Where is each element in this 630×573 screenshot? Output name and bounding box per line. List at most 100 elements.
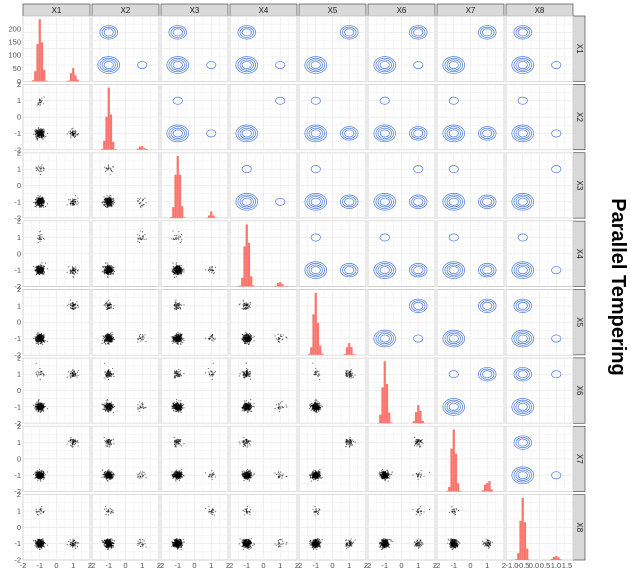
histogram-bar bbox=[279, 282, 282, 287]
column-strip-label: X5 bbox=[328, 6, 338, 15]
scatter-point bbox=[41, 338, 43, 340]
scatter-point bbox=[35, 404, 37, 406]
panel-x3-x8 bbox=[505, 152, 574, 219]
scatter-point bbox=[38, 410, 40, 413]
scatter-point bbox=[108, 198, 110, 200]
scatter-point bbox=[41, 134, 43, 136]
histogram-bar bbox=[350, 347, 353, 355]
scatter-point bbox=[38, 372, 40, 374]
scatter-point bbox=[182, 271, 184, 273]
scatter-point bbox=[274, 335, 276, 337]
scatter-point bbox=[277, 340, 280, 343]
scatter-point bbox=[69, 269, 71, 271]
scatter-point bbox=[209, 266, 211, 268]
scatter-point bbox=[69, 375, 71, 378]
scatter-point bbox=[214, 338, 217, 340]
scatter-point bbox=[72, 272, 74, 275]
y-tick-label: -1 bbox=[14, 197, 21, 206]
scatter-point bbox=[253, 340, 255, 342]
scatter-point bbox=[72, 369, 74, 371]
scatter-point bbox=[107, 269, 109, 272]
contour-line bbox=[342, 127, 357, 139]
contour-line bbox=[411, 127, 426, 139]
panel-x3-x5 bbox=[298, 152, 367, 219]
histogram-bar bbox=[143, 148, 146, 150]
scatter-point bbox=[43, 132, 45, 134]
panel-x5-x7 bbox=[436, 289, 505, 356]
panel-x4-x6 bbox=[367, 220, 436, 287]
scatter-point bbox=[107, 271, 109, 273]
column-strip-label: X2 bbox=[121, 6, 131, 15]
scatter-point bbox=[210, 266, 212, 268]
scatter-point bbox=[175, 237, 177, 239]
scatter-point bbox=[250, 337, 252, 339]
scatter-point bbox=[41, 97, 43, 99]
scatter-point bbox=[211, 336, 213, 338]
scatter-point bbox=[173, 237, 175, 240]
scatter-point bbox=[39, 195, 41, 197]
scatter-point bbox=[175, 262, 178, 264]
scatter-point bbox=[70, 204, 72, 206]
scatter-point bbox=[39, 134, 41, 137]
scatter-point bbox=[40, 133, 42, 135]
scatter-point bbox=[140, 206, 142, 209]
contour-line bbox=[97, 56, 121, 74]
scatter-point bbox=[175, 273, 177, 276]
histogram-bar bbox=[114, 149, 117, 150]
scatter-point bbox=[105, 203, 107, 205]
scatter-point bbox=[41, 272, 43, 274]
scatter-point bbox=[102, 337, 105, 340]
scatter-point bbox=[42, 135, 45, 137]
scatter-point bbox=[277, 333, 279, 335]
panels-layer: X1 X2 X3 X4 X5 X6 X7 X8X1X2X3X4X5X6X7X805010015… bbox=[8, 3, 586, 570]
scatter-point bbox=[41, 170, 43, 172]
y-tick-label: 1 bbox=[17, 370, 21, 379]
histogram-bar bbox=[212, 215, 215, 219]
scatter-point bbox=[35, 129, 37, 131]
scatter-point bbox=[46, 268, 49, 270]
panel-x1-x4 bbox=[229, 15, 298, 82]
scatter-point bbox=[33, 404, 35, 406]
scatter-point bbox=[42, 136, 45, 138]
scatter-point bbox=[35, 338, 37, 340]
scatter-point bbox=[180, 274, 182, 276]
contour-line bbox=[444, 57, 463, 73]
scatter-point bbox=[247, 304, 249, 306]
histogram-bar bbox=[319, 345, 322, 355]
scatter-point bbox=[76, 304, 79, 307]
scatter-point bbox=[103, 304, 105, 306]
scatter-point bbox=[106, 262, 108, 264]
scatter-point bbox=[36, 403, 38, 405]
scatter-point bbox=[66, 271, 68, 273]
scatter-point bbox=[107, 264, 109, 267]
scatter-point bbox=[180, 272, 183, 274]
scatter-point bbox=[38, 335, 40, 338]
row-strip-label: X8 bbox=[575, 522, 584, 532]
scatter-point bbox=[40, 137, 42, 139]
scatter-point bbox=[107, 301, 109, 303]
scatter-point bbox=[69, 201, 72, 203]
scatter-point bbox=[244, 305, 247, 307]
scatter-point bbox=[33, 201, 35, 204]
scatter-point bbox=[40, 199, 42, 201]
histogram-bar bbox=[100, 148, 104, 150]
scatter-point bbox=[142, 235, 144, 237]
scatter-point bbox=[39, 372, 41, 374]
scatter-point bbox=[248, 338, 250, 340]
contour-line bbox=[448, 129, 459, 138]
scatter-point bbox=[210, 337, 212, 339]
scatter-point bbox=[142, 237, 144, 240]
contour-line bbox=[172, 28, 183, 37]
scatter-point bbox=[109, 173, 111, 176]
contour-line bbox=[517, 61, 528, 69]
histogram-bar bbox=[178, 174, 182, 219]
scatter-point bbox=[39, 173, 41, 176]
scatter-point bbox=[38, 408, 40, 410]
panel-x4-x7 bbox=[436, 220, 505, 287]
scatter-point bbox=[38, 201, 40, 204]
scatter-point bbox=[179, 268, 182, 270]
scatter-point bbox=[140, 204, 143, 206]
scatter-point bbox=[39, 411, 42, 414]
scatter-point bbox=[35, 133, 37, 135]
